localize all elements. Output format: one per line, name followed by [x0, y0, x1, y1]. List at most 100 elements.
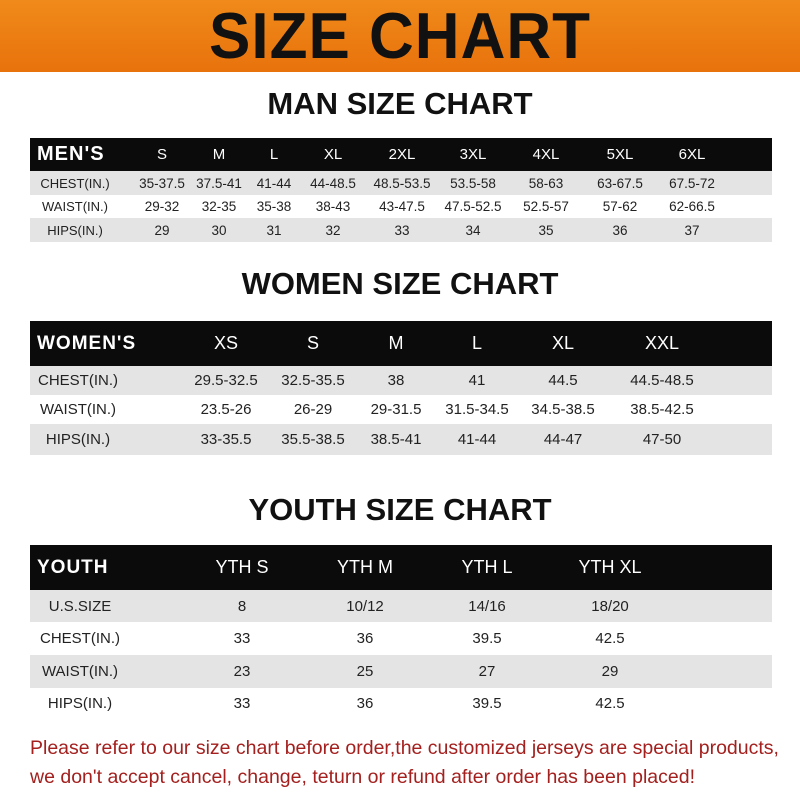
cell-value: 33: [394, 222, 410, 238]
cell-value: 30: [211, 222, 227, 238]
cell-value: 33: [233, 694, 251, 712]
table-row: WAIST(IN.) 23.5-26 26-29 29-31.5 31.5-34.5 34…: [30, 395, 772, 424]
size-header: 2XL: [388, 146, 416, 163]
table-row: CHEST(IN.) 33 36 39.5 42.5: [30, 622, 772, 655]
cell-value: 41: [468, 372, 486, 389]
cell-value: 33: [233, 630, 251, 647]
cell-value: 32: [325, 222, 341, 238]
row-label: HIPS(IN.): [47, 694, 113, 712]
cell-value: 25: [356, 663, 374, 680]
cell-value: 67.5-72: [669, 175, 715, 191]
cell-value: 29: [601, 663, 619, 680]
cell-value: 44.5-48.5: [630, 372, 694, 389]
cell-value: 23.5-26: [200, 401, 252, 418]
cell-value: 33-35.5: [200, 431, 252, 448]
cell-value: 38-43: [315, 199, 351, 214]
cell-value: 38.5-42.5: [630, 401, 694, 418]
cell-value: 47-50: [642, 431, 682, 448]
cell-value: 47.5-52.5: [444, 199, 502, 214]
cell-value: 39.5: [472, 694, 502, 712]
cell-value: 32.5-35.5: [281, 372, 345, 389]
notice-line-2: we don't accept cancel, change, teturn o…: [30, 766, 695, 788]
size-header: 6XL: [678, 146, 706, 163]
table-row: U.S.SIZE 8 10/12 14/16 18/20: [30, 590, 772, 622]
cell-value: 39.5: [472, 630, 502, 647]
size-header: XXL: [644, 333, 680, 353]
size-header: L: [269, 146, 279, 163]
size-header: 5XL: [606, 146, 634, 163]
cell-value: 31: [266, 222, 282, 238]
cell-value: 35: [538, 222, 554, 238]
table-row: CHEST(IN.) 29.5-32.5 32.5-35.5 38 41 44.5 44.5…: [30, 366, 772, 395]
cell-value: 34: [465, 222, 481, 238]
size-header: L: [471, 333, 483, 353]
size-header: YTH L: [461, 557, 513, 577]
row-label: CHEST(IN.): [40, 175, 110, 191]
cell-value: 18/20: [591, 597, 629, 615]
size-header: S: [306, 333, 320, 353]
cell-value: 42.5: [595, 694, 625, 712]
cell-value: 63-67.5: [597, 175, 643, 191]
table-row: HIPS(IN.) 33 36 39.5 42.5: [30, 688, 772, 718]
banner-title: SIZE CHART: [209, 0, 591, 73]
size-header: XS: [213, 333, 239, 353]
men-section-title: MAN SIZE CHART: [267, 86, 533, 121]
cell-value: 41-44: [256, 175, 292, 191]
cell-value: 43-47.5: [379, 199, 425, 214]
size-header: YTH S: [215, 557, 269, 577]
cell-value: 36: [356, 630, 374, 647]
cell-value: 36: [356, 694, 374, 712]
size-header: YTH XL: [578, 557, 642, 577]
cell-value: 23: [233, 663, 251, 680]
cell-value: 29-31.5: [370, 401, 422, 418]
row-label: WAIST(IN.): [41, 663, 119, 680]
cell-value: 37.5-41: [196, 175, 242, 191]
row-label: HIPS(IN.): [45, 431, 111, 448]
cell-value: 35-37.5: [139, 175, 185, 191]
youth-section-title: YOUTH SIZE CHART: [248, 492, 552, 527]
cell-value: 35.5-38.5: [281, 431, 345, 448]
cell-value: 62-66.5: [669, 199, 715, 214]
table-row: WAIST(IN.) 23 25 27 29: [30, 655, 772, 688]
cell-value: 26-29: [293, 401, 333, 418]
cell-value: 53.5-58: [450, 175, 496, 191]
size-header: S: [156, 146, 168, 163]
row-label: U.S.SIZE: [48, 597, 112, 615]
cell-value: 52.5-57: [523, 199, 569, 214]
cell-value: 58-63: [528, 175, 564, 191]
size-header: M: [388, 333, 404, 353]
cell-value: 48.5-53.5: [373, 175, 431, 191]
cell-value: 35-38: [256, 199, 292, 214]
size-header: XL: [551, 333, 575, 353]
cell-value: 29.5-32.5: [194, 372, 258, 389]
size-header: YTH M: [337, 557, 393, 577]
size-header: 4XL: [532, 146, 560, 163]
cell-value: 8: [237, 597, 247, 615]
cell-value: 41-44: [457, 431, 497, 448]
header-label: WOMEN'S: [37, 332, 137, 354]
header-row: YOUTH YTH S YTH M YTH L YTH XL: [30, 545, 772, 590]
cell-value: 37: [684, 222, 700, 238]
cell-value: 57-62: [602, 199, 638, 214]
header-row: WOMEN'S XS S M L XL XXL: [30, 321, 772, 366]
cell-value: 29: [154, 222, 170, 238]
row-label: CHEST(IN.): [40, 630, 120, 647]
cell-value: 29-32: [144, 199, 180, 214]
header-label: MEN'S: [37, 143, 105, 165]
size-header: 3XL: [459, 146, 487, 163]
notice-line-1: Please refer to our size chart before or…: [30, 737, 779, 759]
banner: SIZE CHART: [0, 0, 800, 72]
table-row: CHEST(IN.) 35-37.5 37.5-41 41-44 44-48.5 48.5…: [30, 171, 772, 195]
women-section-title: WOMEN SIZE CHART: [241, 266, 559, 301]
cell-value: 44.5: [548, 372, 578, 389]
cell-value: 14/16: [468, 597, 506, 615]
cell-value: 31.5-34.5: [445, 401, 509, 418]
size-header: M: [212, 146, 226, 163]
row-label: WAIST(IN.): [42, 199, 108, 214]
row-label: WAIST(IN.): [39, 401, 117, 418]
cell-value: 34.5-38.5: [531, 401, 595, 418]
cell-value: 10/12: [346, 597, 384, 615]
header-label: YOUTH: [37, 556, 109, 578]
cell-value: 38.5-41: [370, 431, 422, 448]
notice: Please refer to our size chart before or…: [30, 734, 790, 792]
